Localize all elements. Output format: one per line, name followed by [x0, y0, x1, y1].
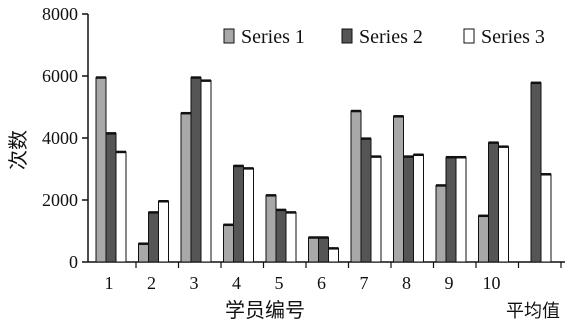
legend-label-series-2: Series 2 [359, 26, 423, 48]
bar-series-3 [243, 167, 254, 263]
bar-series-3 [328, 247, 339, 263]
legend-label-series-3: Series 3 [481, 26, 545, 48]
x-tick-label: 5 [275, 273, 284, 293]
chart-legend: Series 1 Series 2 Series 3 [223, 26, 545, 48]
x-tick-label: 3 [190, 273, 199, 293]
y-tick-label: 2000 [42, 190, 78, 210]
bar-series-3 [540, 173, 552, 263]
x-axis-ticks: 1 2 3 4 5 6 7 8 9 10 [105, 262, 562, 293]
bar-series-1 [350, 110, 362, 263]
legend-swatch-series-2 [341, 28, 353, 44]
bar-series-1 [223, 224, 234, 263]
bar-series-3 [115, 151, 127, 263]
bar-series-3 [498, 146, 509, 263]
bar-series-2 [190, 77, 202, 263]
bar-series-2 [318, 237, 329, 263]
legend-swatch-series-3 [463, 28, 475, 44]
bar-series-2 [105, 132, 117, 263]
y-axis-ticks: 0 2000 4000 6000 8000 [42, 4, 88, 272]
y-axis-title: 次数 [7, 130, 30, 170]
x-tick-label: 2 [147, 273, 156, 293]
x-axis-title: 学员编号 [225, 299, 305, 322]
y-tick-label: 6000 [42, 66, 78, 86]
bar-series [95, 76, 552, 263]
bar-series-1 [265, 194, 277, 263]
bar-series-3 [455, 156, 467, 263]
x-tick-label: 4 [232, 273, 241, 293]
bar-series-1 [308, 237, 319, 263]
bar-series-3 [285, 211, 297, 263]
legend-swatch-series-1 [223, 28, 235, 44]
bar-series-2 [445, 156, 457, 263]
x-tick-label: 9 [445, 273, 454, 293]
x-tick-label: 1 [105, 273, 114, 293]
x-tick-label-average: 平均值 [506, 301, 560, 321]
x-tick-label: 6 [317, 273, 326, 293]
bar-series-2 [488, 142, 499, 263]
bar-series-1 [478, 215, 489, 263]
bar-series-2 [233, 165, 244, 263]
bar-series-1 [95, 77, 107, 263]
y-tick-label: 8000 [42, 4, 78, 24]
bar-series-2 [275, 209, 287, 263]
bar-series-1 [393, 115, 404, 263]
x-tick-label: 7 [360, 273, 369, 293]
x-tick-label: 8 [402, 273, 411, 293]
bar-series-2 [148, 211, 159, 263]
y-tick-label: 4000 [42, 128, 78, 148]
bar-series-3 [370, 156, 382, 263]
bar-series-1 [138, 243, 149, 263]
bar-series-2 [403, 156, 414, 263]
bar-series-3 [158, 200, 169, 263]
bar-series-1 [180, 112, 192, 263]
bar-series-3 [413, 154, 424, 263]
y-tick-label: 0 [69, 252, 78, 272]
x-tick-label: 10 [483, 273, 501, 293]
bar-series-1 [435, 184, 447, 263]
bar-series-2 [360, 138, 372, 263]
bar-series-3 [200, 80, 212, 263]
bar-series-2 [530, 82, 542, 263]
legend-label-series-1: Series 1 [241, 26, 305, 48]
